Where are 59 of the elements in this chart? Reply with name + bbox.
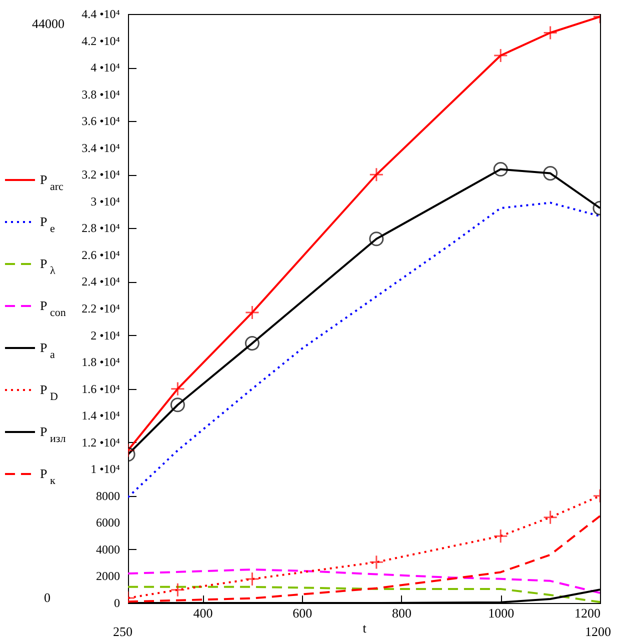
point: [543, 25, 558, 40]
x-tick-label: 600: [292, 606, 312, 620]
y-tick-label: 3.2 •10⁴: [82, 168, 120, 182]
y-tick-label: 1.6 •10⁴: [82, 382, 120, 396]
line-series: [128, 586, 600, 603]
y-tick-label: 8000: [96, 488, 120, 503]
point: [244, 305, 260, 320]
point: [170, 382, 185, 396]
point: [543, 166, 558, 181]
x-tick-label: 800: [392, 606, 412, 620]
legend-label: P$_{к}$: [40, 466, 56, 487]
y-tick-label: 2.8 •10⁴: [82, 221, 120, 236]
point: [543, 510, 558, 525]
y-tick-label: 1.8 •10⁴: [82, 355, 120, 370]
y-tick-label: 3.8 •10⁴: [82, 87, 120, 102]
x-tick-label: 1000: [488, 606, 514, 620]
line-series: [128, 202, 600, 498]
legend-label: P$_{D}$: [40, 382, 58, 403]
y-tick-label: 6000: [96, 516, 120, 530]
y-tick-label: 3.6 •10⁴: [82, 114, 120, 128]
legend-label: P$_{con}$: [40, 298, 66, 319]
legend-label: P$_{a}$: [40, 340, 55, 361]
x-tick-label: 1200: [574, 606, 600, 620]
point: [369, 554, 384, 570]
point: [244, 572, 260, 586]
y-tick-label: 1.4 •10⁴: [82, 408, 120, 423]
y-tick-label: 2 •10⁴: [90, 328, 120, 342]
y-tick-label: 0: [114, 596, 120, 610]
x-axis-title: t: [362, 620, 367, 636]
y-tick-label: 4.4 •10⁴: [82, 7, 120, 21]
x-tick-label: 400: [193, 606, 213, 620]
y-tick-label: 2.4 •10⁴: [82, 274, 120, 289]
point: [244, 336, 260, 351]
y-tick-label: 3 •10⁴: [90, 194, 120, 208]
legend-label: P$_{e}$: [40, 214, 55, 235]
point: [170, 398, 185, 412]
y-tick-label: 1.2 •10⁴: [82, 435, 120, 450]
legend-label: P$_{arc}$: [40, 172, 64, 193]
y-tick-label: 4 •10⁴: [90, 60, 120, 75]
text: 0: [44, 590, 50, 606]
point: [369, 167, 384, 182]
legend-label: P$_{изл}$: [40, 424, 66, 445]
y-tick-label: 1 •10⁴: [90, 462, 120, 476]
point: [493, 528, 508, 544]
text: 1200: [585, 624, 611, 640]
y-tick-label: 2.2 •10⁴: [82, 302, 120, 316]
point: [493, 162, 508, 177]
point: [369, 232, 384, 246]
point: [493, 48, 508, 63]
y-tick-label: 2000: [96, 569, 120, 584]
y-tick-label: 4.2 •10⁴: [82, 34, 120, 48]
legend-label: P$_{λ}$: [40, 256, 56, 277]
text: 44000: [32, 16, 64, 32]
line-series: [128, 568, 600, 594]
point: [170, 582, 185, 598]
y-tick-label: 4000: [96, 542, 120, 556]
text: 250: [113, 624, 132, 640]
y-tick-label: 3.4 •10⁴: [82, 140, 120, 155]
y-tick-label: 2.6 •10⁴: [82, 248, 120, 262]
